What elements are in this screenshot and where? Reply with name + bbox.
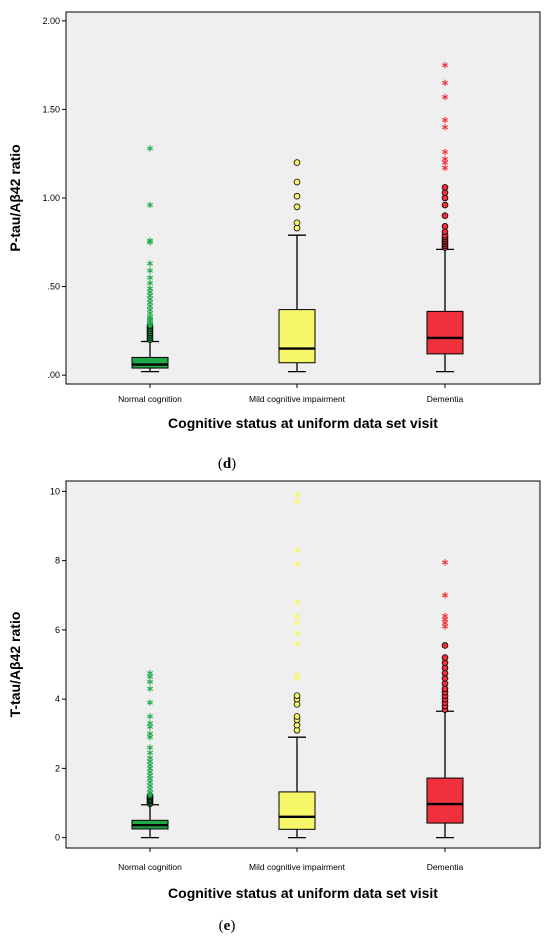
outlier-point (441, 654, 449, 661)
extreme-point (293, 560, 301, 568)
extreme-point (441, 61, 449, 69)
y-tick-label: .50 (47, 282, 60, 292)
chart-panel-d: .00 .50 1.00 1.50 2.00 Normal cognition Mild c… (7, 11, 541, 472)
extreme-point (146, 145, 154, 152)
y-axis-label: P-tau/Aβ42 ratio (7, 144, 23, 251)
box-mild-cognitive-impairment (278, 159, 316, 373)
x-axis-label: Cognitive status at uniform data set vis… (168, 885, 438, 901)
outlier-point (441, 201, 449, 209)
extreme-point (146, 669, 154, 677)
outlier-point (293, 159, 301, 166)
panel-label: (e) (219, 918, 236, 934)
x-tick-label: Dementia (427, 862, 464, 872)
outlier-point (293, 178, 301, 186)
outlier-point (293, 192, 301, 200)
extreme-point (146, 267, 154, 274)
outlier-point (293, 692, 301, 699)
extreme-point (293, 630, 301, 637)
extreme-point (441, 592, 449, 599)
extreme-point (441, 93, 449, 101)
extreme-point (146, 730, 154, 737)
box-dementia (426, 61, 464, 373)
x-tick-label: Dementia (427, 394, 464, 404)
outlier-point (293, 219, 301, 227)
x-axis-label: Cognitive status at uniform data set vis… (168, 415, 438, 431)
x-tick-label: Normal cognition (118, 862, 182, 872)
y-tick-label: .00 (47, 370, 60, 380)
outlier-point (441, 184, 449, 191)
x-tick-label: Normal cognition (118, 394, 182, 404)
iqr-box (426, 777, 464, 824)
extreme-point (441, 155, 449, 163)
extreme-point (146, 685, 154, 692)
box-normal-cognition (131, 669, 169, 839)
y-tick-label: 0 (55, 833, 60, 843)
extreme-point (146, 720, 154, 727)
outlier-point (441, 642, 449, 649)
outlier-point (441, 223, 449, 230)
y-tick-label: 2.00 (42, 16, 60, 26)
outlier-point (441, 212, 449, 220)
extreme-point (146, 237, 154, 244)
extreme-point (146, 274, 154, 281)
extreme-point (146, 744, 154, 751)
extreme-point (293, 598, 301, 606)
extreme-point (441, 148, 449, 156)
extreme-point (441, 559, 449, 566)
iqr-box (278, 791, 316, 830)
box-mild-cognitive-impairment (278, 491, 316, 839)
iqr-box (278, 309, 316, 364)
extreme-point (293, 619, 301, 627)
y-axis-label: T-tau/Aβ42 ratio (7, 612, 23, 718)
extreme-point (146, 713, 154, 720)
outlier-point (293, 713, 301, 720)
extreme-point (293, 491, 301, 499)
extreme-point (293, 640, 301, 647)
extreme-point (146, 201, 154, 209)
y-tick-label: 4 (55, 694, 60, 704)
extreme-point (293, 498, 301, 505)
box-dementia (426, 559, 464, 839)
box-normal-cognition (131, 145, 169, 373)
y-tick-label: 8 (55, 556, 60, 566)
extreme-point (441, 123, 449, 131)
y-tick-label: 2 (55, 763, 60, 773)
y-tick-label: 6 (55, 625, 60, 635)
extreme-point (441, 79, 449, 87)
y-tick-label: 1.00 (42, 193, 60, 203)
extreme-point (441, 116, 449, 124)
extreme-point (146, 260, 154, 267)
y-tick-label: 1.50 (42, 104, 60, 114)
outlier-point (293, 203, 301, 211)
x-tick-label: Mild cognitive impairment (249, 394, 346, 404)
extreme-point (293, 547, 301, 554)
chart-panel-e: 0 2 4 6 8 10 Normal cognition Mild cognitive im… (7, 480, 541, 934)
extreme-point (293, 671, 301, 679)
y-tick-label: 10 (50, 486, 60, 496)
extreme-point (441, 612, 449, 620)
iqr-box (426, 310, 464, 355)
panel-label: (d) (218, 456, 236, 472)
extreme-point (146, 699, 154, 706)
iqr-box (131, 356, 169, 369)
x-tick-label: Mild cognitive impairment (249, 862, 346, 872)
extreme-point (293, 612, 301, 620)
